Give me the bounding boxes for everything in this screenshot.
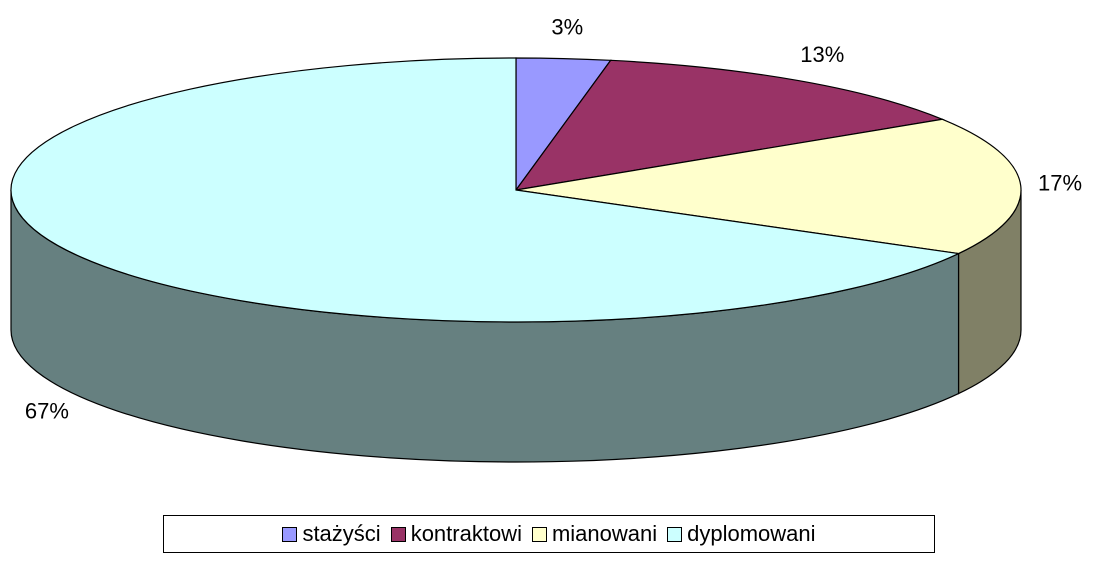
legend-item: mianowani (531, 521, 658, 547)
legend-label: stażyści (302, 521, 381, 546)
legend-swatch (667, 526, 683, 542)
legend-swatch (282, 526, 298, 542)
slice (10, 57, 961, 323)
legend-label: dyplomowani (687, 521, 816, 546)
legend-item: kontraktowi (390, 521, 522, 547)
slice (515, 118, 1022, 255)
data-label: 13% (800, 42, 844, 67)
legend-label: mianowani (551, 521, 658, 546)
legend-swatch (390, 526, 406, 542)
legend: stażyści kontraktowi mianowani dyplomowani (163, 515, 935, 553)
chart: 3% 13% 17% 67% (10, 15, 1082, 463)
data-label: 3% (551, 15, 583, 40)
data-label: 17% (1038, 171, 1082, 196)
slice (514, 59, 945, 191)
legend-item: stażyści (282, 521, 381, 547)
legend-swatch (531, 526, 547, 542)
legend-label: kontraktowi (410, 521, 522, 546)
data-label: 67% (25, 398, 69, 423)
legend-item: dyplomowani (667, 521, 816, 547)
